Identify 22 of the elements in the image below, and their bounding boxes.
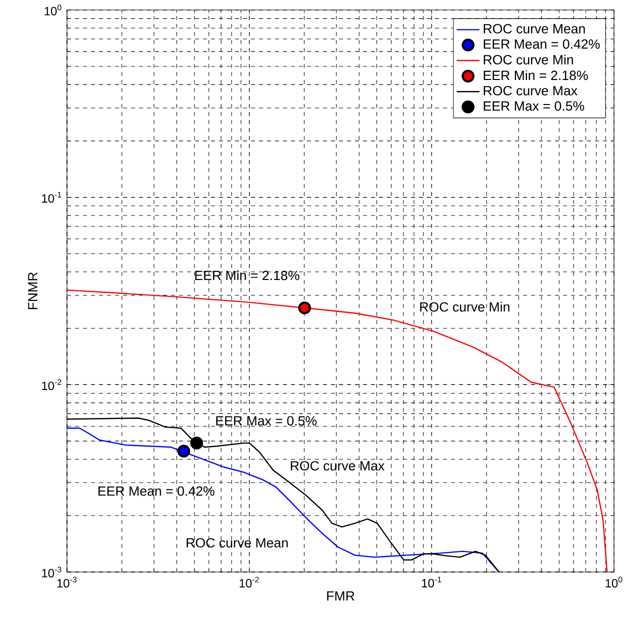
x-tick-label: 10$^{0}$ — [606, 576, 622, 588]
y-tick-label: 10$^{-2}$ — [42, 379, 62, 390]
annotation: EER Min = 2.18% — [195, 270, 300, 280]
annotation: ROC curve Max — [290, 461, 384, 471]
legend-label: ROC curve Mean — [484, 24, 585, 34]
legend-label: EER Max = 0.5% — [484, 101, 584, 111]
annotation: ROC curve Min — [420, 302, 510, 312]
legend-label: ROC curve Max — [484, 86, 578, 96]
annotation: EER Mean = 0.42% — [98, 486, 214, 496]
y-axis-title: FNMR — [28, 272, 38, 310]
annotation: ROC curve Mean — [186, 538, 288, 548]
y-tick-label: 10$^{-1}$ — [42, 192, 62, 203]
y-tick-label: 10$^{0}$ — [44, 4, 62, 16]
y-tick-label: 10$^{-3}$ — [42, 566, 62, 578]
legend-label: ROC curve Min — [484, 54, 573, 64]
annotation: EER Max = 0.5% — [216, 416, 317, 426]
legend-label: EER Min = 2.18% — [484, 70, 588, 80]
x-tick-label: 10$^{-1}$ — [422, 576, 442, 588]
legend-label: EER Mean = 0.42% — [484, 39, 600, 49]
x-tick-label: 10$^{-3}$ — [57, 576, 77, 588]
x-axis-title: FMR — [327, 591, 354, 601]
x-tick-label: 10$^{-2}$ — [240, 576, 259, 588]
